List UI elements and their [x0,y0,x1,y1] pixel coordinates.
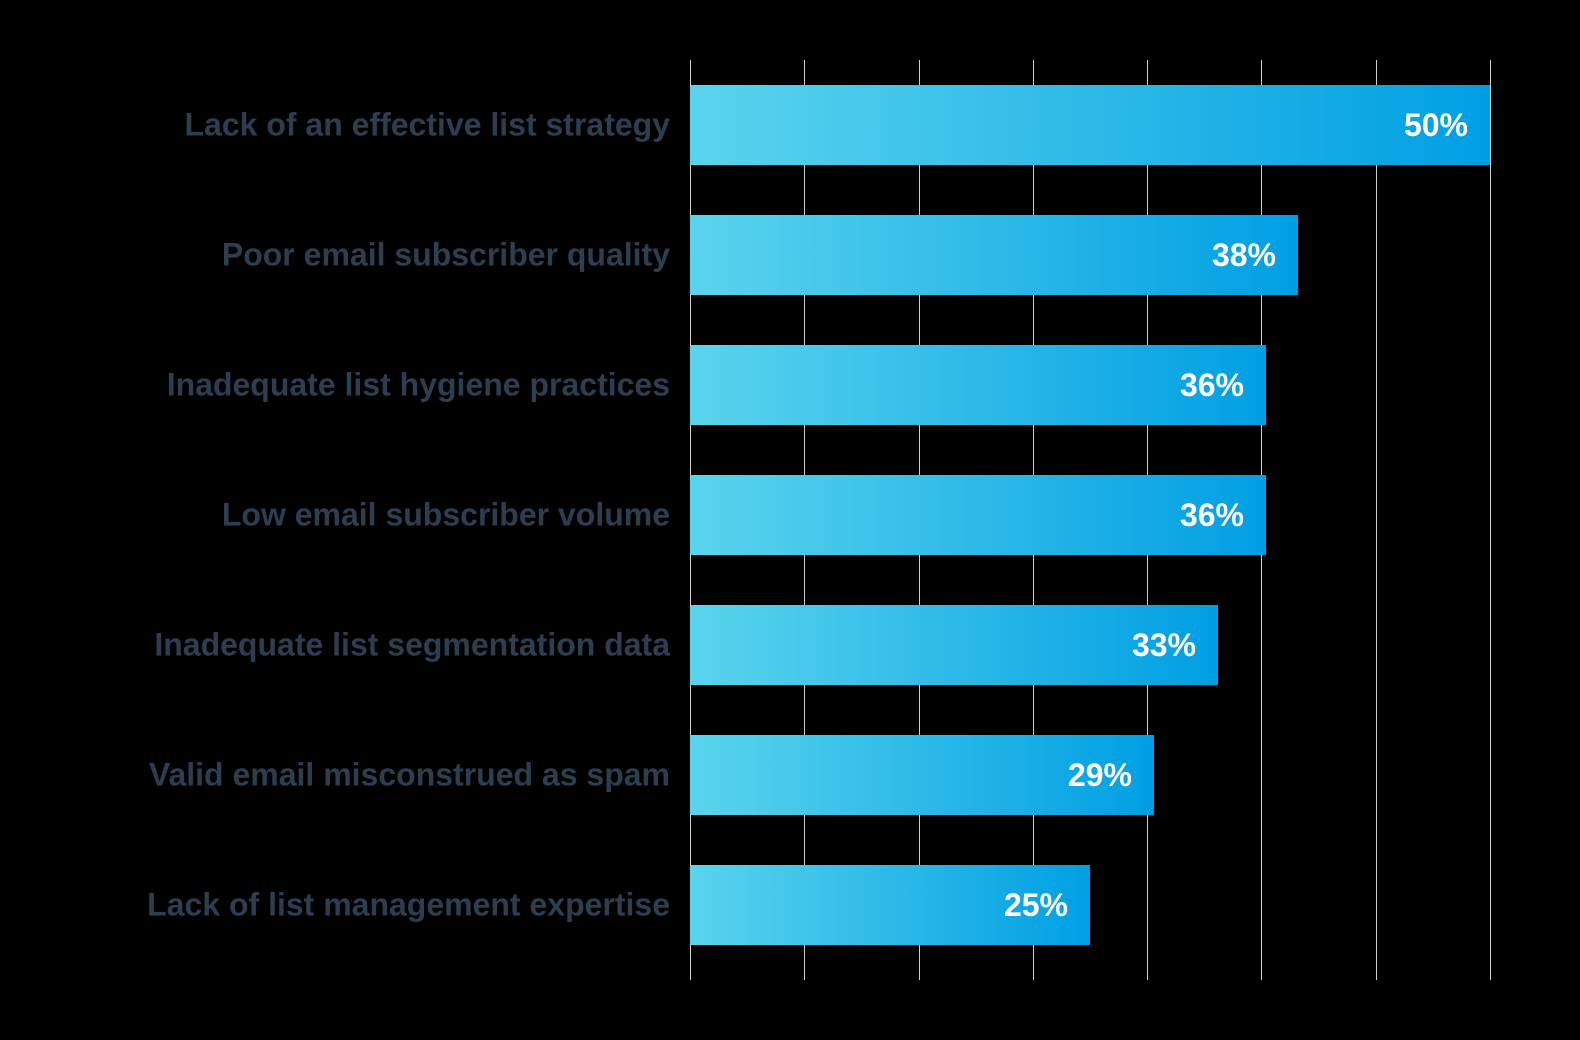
horizontal-bar-chart: Lack of an effective list strategy 50% Poo… [90,60,1490,980]
bar-row: Low email subscriber volume 36% [90,475,1490,555]
bar: 25% [690,865,1090,945]
bar-value: 36% [1180,497,1244,534]
bar-row: Lack of list management expertise 25% [90,865,1490,945]
bar-value: 33% [1132,627,1196,664]
bar-label: Poor email subscriber quality [90,237,670,274]
bar: 36% [690,345,1266,425]
bar: 33% [690,605,1218,685]
bar-label: Lack of an effective list strategy [90,107,670,144]
bar-label: Valid email misconstrued as spam [90,757,670,794]
bar-value: 36% [1180,367,1244,404]
bar-label: Low email subscriber volume [90,497,670,534]
bar: 36% [690,475,1266,555]
bar-row: Poor email subscriber quality 38% [90,215,1490,295]
bar-row: Lack of an effective list strategy 50% [90,85,1490,165]
bar-row: Inadequate list hygiene practices 36% [90,345,1490,425]
bar-row: Inadequate list segmentation data 33% [90,605,1490,685]
bar-row: Valid email misconstrued as spam 29% [90,735,1490,815]
bar-label: Lack of list management expertise [90,887,670,924]
bar: 29% [690,735,1154,815]
bar-label: Inadequate list segmentation data [90,627,670,664]
gridline [1490,60,1491,980]
bar-label: Inadequate list hygiene practices [90,367,670,404]
bar-value: 29% [1068,757,1132,794]
bar-value: 38% [1212,237,1276,274]
bar: 50% [690,85,1490,165]
bar: 38% [690,215,1298,295]
bar-value: 50% [1404,107,1468,144]
bar-value: 25% [1004,887,1068,924]
